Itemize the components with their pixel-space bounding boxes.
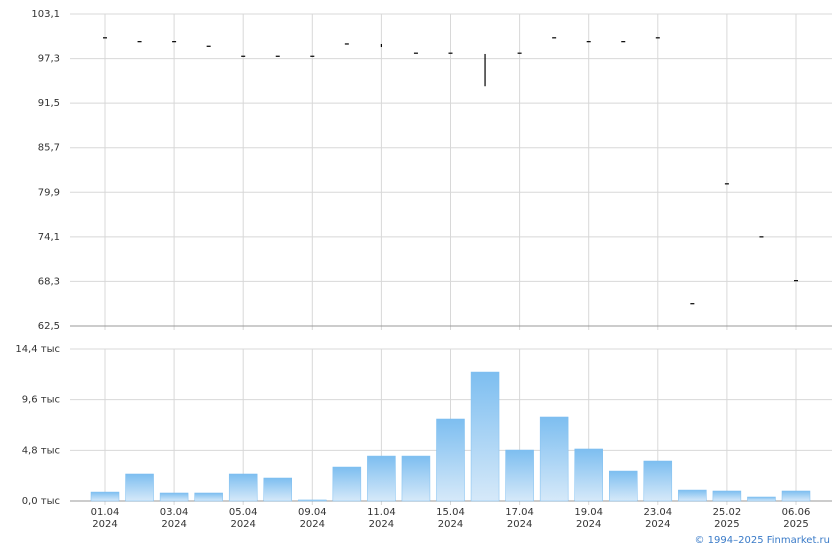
x-tick-label: 19.04 2024: [574, 507, 603, 530]
y-tick-label: 97,3: [38, 54, 60, 65]
volume-bar: [228, 473, 258, 502]
x-tick-label: 01.04 2024: [90, 507, 120, 530]
y-tick-label: 62,5: [38, 321, 60, 332]
volume-bar: [678, 489, 707, 502]
volume-bar: [332, 466, 362, 502]
volume-bar: [367, 455, 396, 502]
volume-bar: [747, 496, 776, 502]
x-tick-label: 15.04 2024: [436, 507, 465, 530]
y-tick-label: 0,0 тыс: [22, 496, 60, 507]
volume-bar: [263, 477, 292, 502]
x-tick-label: 11.04 2024: [367, 507, 396, 530]
y-tick-label: 79,9: [38, 187, 60, 198]
y-tick-label: 14,4 тыс: [15, 344, 60, 355]
volume-bar: [781, 490, 811, 502]
volume-bar: [436, 418, 465, 502]
volume-bar: [90, 491, 120, 502]
volume-bar: [401, 455, 431, 502]
volume-bar: [505, 449, 534, 502]
volume-bar: [194, 492, 223, 502]
footer[interactable]: © 1994–2025 Finmarket.ru: [694, 535, 830, 546]
y-tick-label: 85,7: [38, 143, 60, 154]
volume-bar: [159, 492, 189, 502]
volume-bar: [125, 473, 154, 502]
volume-bar: [574, 448, 603, 502]
x-tick-label: 09.04 2024: [297, 507, 327, 530]
x-tick-label: 05.04 2024: [228, 507, 258, 530]
y-tick-label: 103,1: [31, 9, 60, 20]
y-tick-label: 68,3: [38, 276, 60, 287]
x-tick-label: 06.06 2025: [781, 507, 811, 530]
x-tick-label: 17.04 2024: [505, 507, 534, 530]
volume-bar: [712, 490, 742, 502]
x-tick-label: 23.04 2024: [643, 507, 673, 530]
volume-bar: [643, 460, 673, 502]
y-tick-label: 91,5: [38, 98, 60, 109]
volume-bar: [298, 499, 327, 502]
volume-bar: [539, 416, 569, 502]
x-tick-label: 03.04 2024: [159, 507, 189, 530]
volume-bar: [609, 470, 638, 502]
y-tick-label: 74,1: [38, 232, 60, 243]
volume-bar: [470, 371, 500, 502]
y-tick-label: 9,6 тыс: [22, 395, 60, 406]
y-tick-label: 4,8 тыс: [22, 445, 60, 456]
x-tick-label: 25.02 2025: [712, 507, 742, 530]
